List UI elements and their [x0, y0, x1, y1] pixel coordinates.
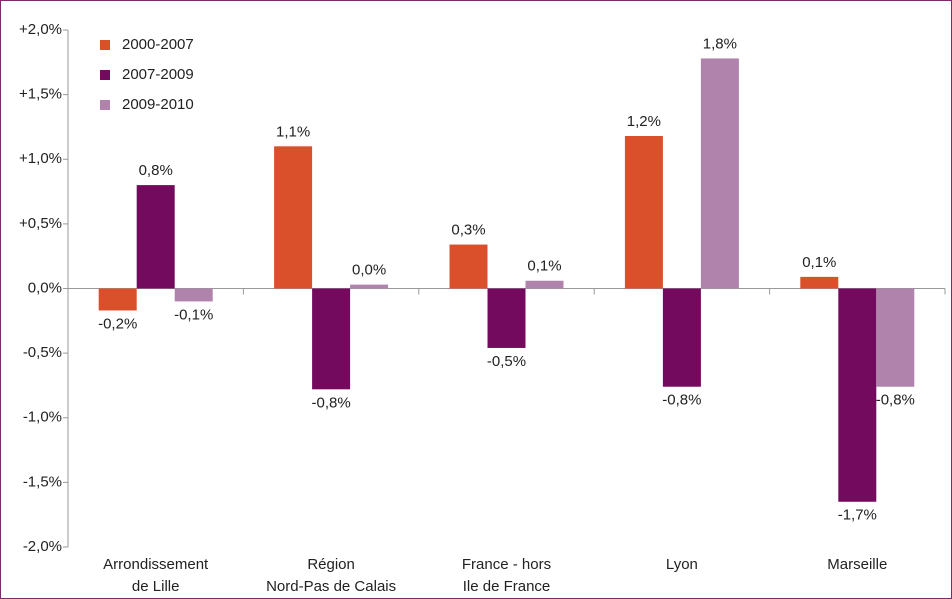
y-tick-label: +1,5% — [19, 86, 62, 103]
bar — [312, 288, 351, 390]
y-tick-label: +2,0% — [19, 21, 62, 38]
x-tick-label: Région — [307, 556, 355, 573]
y-tick-label: 0,0% — [28, 279, 62, 296]
bar — [350, 284, 389, 289]
value-label: -0,1% — [174, 306, 213, 323]
bar — [487, 288, 526, 348]
legend-swatch — [100, 40, 110, 50]
legend-swatch — [100, 70, 110, 80]
bar — [98, 288, 137, 311]
y-tick-label: -0,5% — [23, 344, 62, 361]
value-label: 0,1% — [527, 258, 561, 275]
x-tick-label: de Lille — [132, 578, 180, 595]
value-label: 1,2% — [627, 113, 661, 130]
bar — [525, 280, 564, 289]
value-label: -0,8% — [312, 394, 351, 411]
value-label: -0,8% — [876, 392, 915, 409]
y-tick-label: -2,0% — [23, 538, 62, 555]
bar — [136, 185, 175, 289]
bar — [800, 276, 839, 289]
bar — [700, 58, 739, 289]
y-tick-label: +1,0% — [19, 150, 62, 167]
value-label: 0,1% — [802, 254, 836, 271]
value-label: -0,2% — [98, 315, 137, 332]
value-label: 1,1% — [276, 123, 310, 140]
legend-label: 2000-2007 — [122, 36, 194, 53]
bar — [838, 288, 877, 502]
legend-label: 2009-2010 — [122, 96, 194, 113]
x-tick-label: Nord-Pas de Calais — [266, 578, 396, 595]
value-label: 0,3% — [451, 222, 485, 239]
bar — [624, 135, 663, 289]
value-label: -1,7% — [838, 507, 877, 524]
bar — [174, 288, 213, 302]
y-tick-label: -1,5% — [23, 473, 62, 490]
bar — [662, 288, 701, 387]
value-label: 1,8% — [703, 35, 737, 52]
y-tick-label: +0,5% — [19, 215, 62, 232]
x-tick-label: Arrondissement — [103, 556, 209, 573]
value-label: 0,0% — [352, 262, 386, 279]
x-tick-label: Marseille — [827, 556, 887, 573]
y-tick-label: -1,0% — [23, 409, 62, 426]
x-tick-label: Lyon — [666, 556, 698, 573]
x-tick-label: France - hors — [462, 556, 551, 573]
legend-label: 2007-2009 — [122, 66, 194, 83]
bar — [274, 146, 313, 289]
bar — [876, 288, 915, 387]
x-tick-label: Ile de France — [463, 578, 551, 595]
value-label: -0,5% — [487, 353, 526, 370]
value-label: -0,8% — [662, 392, 701, 409]
bar — [449, 244, 488, 289]
value-label: 0,8% — [139, 162, 173, 179]
legend-swatch — [100, 100, 110, 110]
